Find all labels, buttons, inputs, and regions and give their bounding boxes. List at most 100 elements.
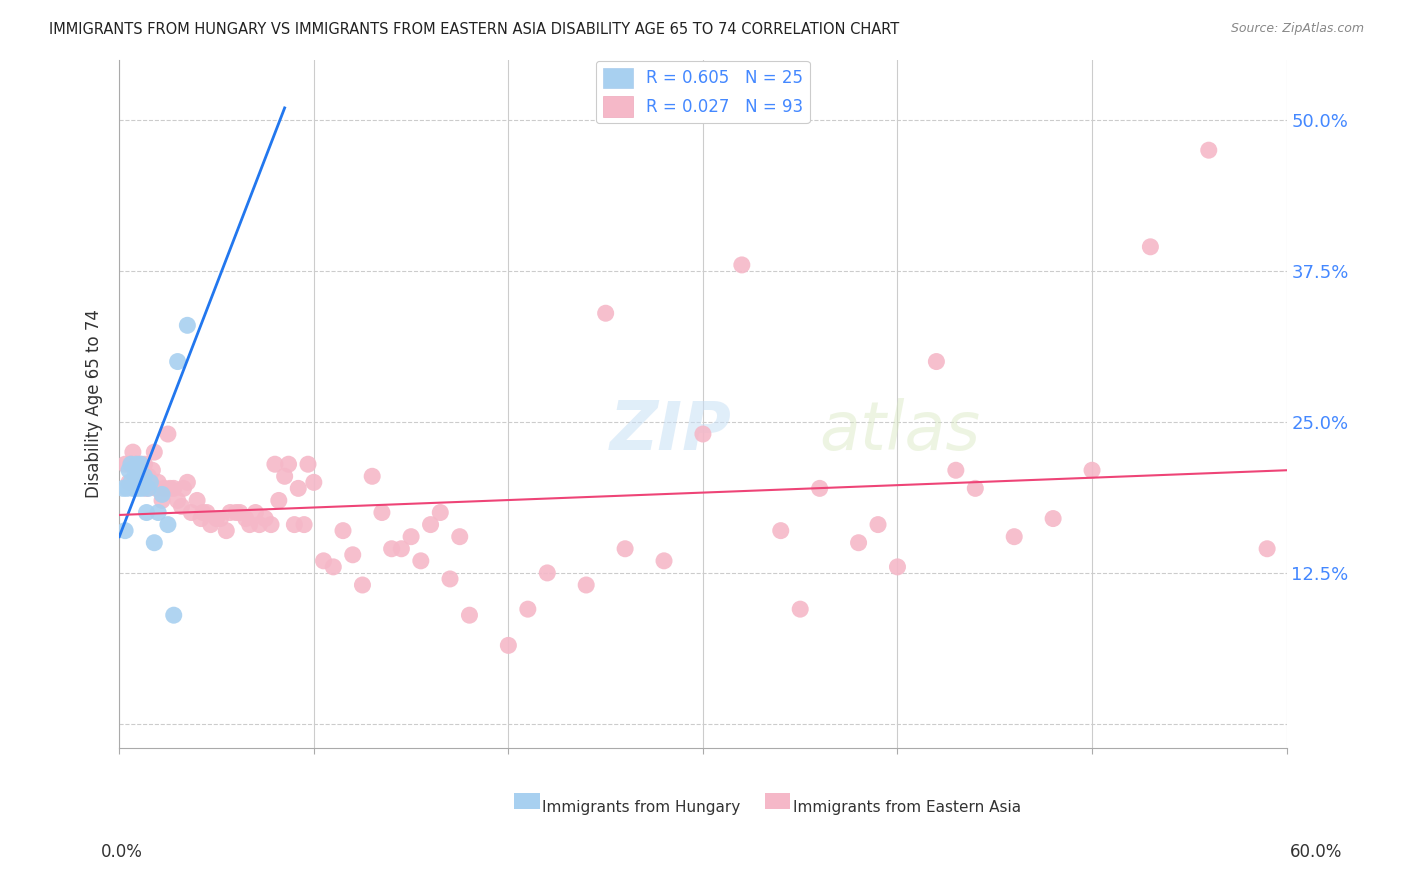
Point bbox=[381, 541, 404, 556]
Point bbox=[163, 481, 186, 495]
Point bbox=[267, 493, 290, 508]
Point bbox=[131, 469, 153, 483]
Point bbox=[399, 530, 422, 544]
Point bbox=[129, 457, 152, 471]
Point bbox=[124, 481, 146, 495]
Point bbox=[215, 524, 238, 538]
Point bbox=[273, 469, 295, 483]
Point bbox=[245, 506, 267, 520]
Point bbox=[143, 535, 166, 549]
Point bbox=[120, 457, 142, 471]
Text: 60.0%: 60.0% bbox=[1291, 843, 1343, 861]
Point bbox=[139, 475, 162, 490]
Point bbox=[153, 481, 176, 495]
Point bbox=[652, 554, 675, 568]
Point bbox=[114, 457, 136, 471]
Point bbox=[129, 457, 152, 471]
Legend: R = 0.605   N = 25, R = 0.027   N = 93: R = 0.605 N = 25, R = 0.027 N = 93 bbox=[596, 61, 810, 123]
Point bbox=[120, 457, 142, 471]
Point bbox=[150, 487, 173, 501]
Point bbox=[143, 445, 166, 459]
Point bbox=[516, 602, 538, 616]
Point bbox=[166, 493, 188, 508]
Point bbox=[389, 541, 412, 556]
Point bbox=[277, 457, 299, 471]
Point bbox=[302, 475, 325, 490]
Point bbox=[156, 517, 179, 532]
Point bbox=[139, 475, 162, 490]
Point bbox=[120, 475, 142, 490]
Point bbox=[264, 457, 287, 471]
Point bbox=[163, 608, 186, 623]
Point bbox=[1256, 541, 1278, 556]
Point bbox=[965, 481, 987, 495]
Point bbox=[866, 517, 889, 532]
Point bbox=[200, 517, 222, 532]
Point bbox=[124, 457, 146, 471]
Text: IMMIGRANTS FROM HUNGARY VS IMMIGRANTS FROM EASTERN ASIA DISABILITY AGE 65 TO 74 : IMMIGRANTS FROM HUNGARY VS IMMIGRANTS FR… bbox=[49, 22, 900, 37]
Point bbox=[180, 506, 202, 520]
Point bbox=[148, 506, 170, 520]
Point bbox=[429, 506, 451, 520]
Point bbox=[439, 572, 461, 586]
Point bbox=[458, 608, 481, 623]
Text: Immigrants from Eastern Asia: Immigrants from Eastern Asia bbox=[793, 800, 1021, 814]
Point bbox=[419, 517, 441, 532]
Point bbox=[166, 354, 188, 368]
Y-axis label: Disability Age 65 to 74: Disability Age 65 to 74 bbox=[86, 310, 103, 499]
Point bbox=[1139, 240, 1161, 254]
Point bbox=[283, 517, 305, 532]
Point bbox=[925, 354, 948, 368]
Point bbox=[138, 481, 160, 495]
Point bbox=[361, 469, 384, 483]
Point bbox=[808, 481, 831, 495]
Point bbox=[235, 511, 257, 525]
Point bbox=[125, 457, 148, 471]
Text: atlas: atlas bbox=[820, 399, 981, 465]
Point bbox=[176, 318, 198, 333]
Point bbox=[352, 578, 374, 592]
Point bbox=[209, 511, 232, 525]
Point bbox=[287, 481, 309, 495]
Point bbox=[409, 554, 432, 568]
Point bbox=[312, 554, 335, 568]
Point bbox=[114, 524, 136, 538]
Point bbox=[138, 469, 160, 483]
Text: Immigrants from Hungary: Immigrants from Hungary bbox=[541, 800, 740, 814]
Point bbox=[945, 463, 967, 477]
Point bbox=[297, 457, 319, 471]
Point bbox=[186, 493, 208, 508]
Point bbox=[886, 560, 908, 574]
Point bbox=[449, 530, 471, 544]
FancyBboxPatch shape bbox=[513, 794, 540, 809]
Point bbox=[1198, 143, 1220, 157]
Point bbox=[322, 560, 344, 574]
Point bbox=[190, 511, 212, 525]
Point bbox=[195, 506, 218, 520]
Point bbox=[128, 475, 150, 490]
Point bbox=[614, 541, 637, 556]
Point bbox=[118, 463, 141, 477]
Point bbox=[115, 481, 138, 495]
Point bbox=[575, 578, 598, 592]
Point bbox=[125, 469, 148, 483]
Point bbox=[848, 535, 870, 549]
Text: Source: ZipAtlas.com: Source: ZipAtlas.com bbox=[1230, 22, 1364, 36]
Point bbox=[254, 511, 277, 525]
Point bbox=[131, 481, 153, 495]
Point bbox=[170, 500, 193, 514]
Point bbox=[205, 511, 228, 525]
Point bbox=[124, 469, 146, 483]
Point bbox=[1042, 511, 1064, 525]
Point bbox=[172, 481, 194, 495]
Point bbox=[122, 481, 145, 495]
Point bbox=[536, 566, 558, 580]
Point bbox=[135, 506, 157, 520]
Point bbox=[148, 475, 170, 490]
Point bbox=[134, 469, 156, 483]
Point bbox=[141, 463, 163, 477]
Point bbox=[112, 481, 135, 495]
Point bbox=[176, 475, 198, 490]
Point bbox=[260, 517, 283, 532]
FancyBboxPatch shape bbox=[765, 794, 790, 809]
